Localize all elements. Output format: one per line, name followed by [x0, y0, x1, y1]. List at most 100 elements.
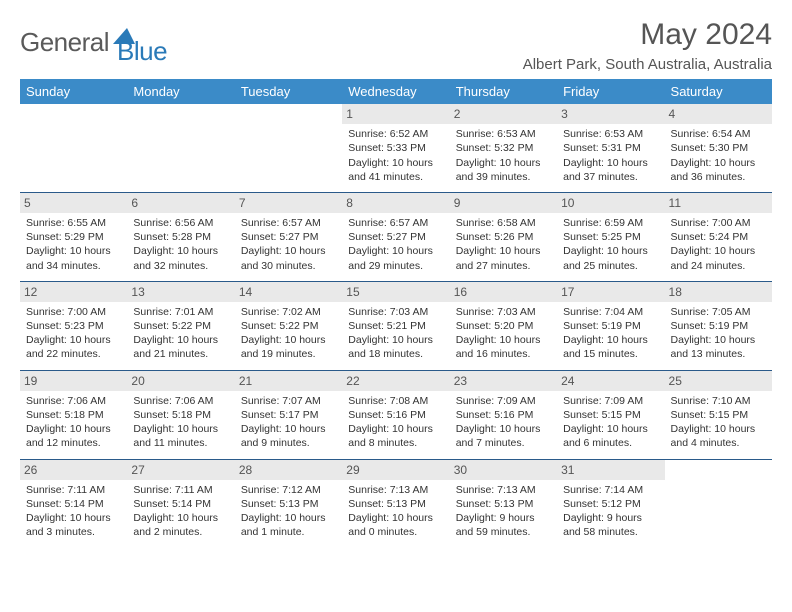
calendar-day-cell: 12Sunrise: 7:00 AMSunset: 5:23 PMDayligh… — [20, 281, 127, 370]
sunrise-text: Sunrise: 6:52 AM — [348, 127, 443, 141]
daylight-text: Daylight: 10 hours — [133, 333, 228, 347]
sunrise-text: Sunrise: 7:00 AM — [26, 305, 121, 319]
daylight-text: and 0 minutes. — [348, 525, 443, 539]
calendar-day-cell: 18Sunrise: 7:05 AMSunset: 5:19 PMDayligh… — [665, 281, 772, 370]
sunrise-text: Sunrise: 7:03 AM — [348, 305, 443, 319]
header: General Blue May 2024 Albert Park, South… — [20, 18, 772, 73]
daylight-text: Daylight: 10 hours — [671, 156, 766, 170]
daylight-text: Daylight: 10 hours — [348, 422, 443, 436]
brand-logo: General Blue — [20, 18, 167, 67]
daylight-text: and 3 minutes. — [26, 525, 121, 539]
sunset-text: Sunset: 5:19 PM — [563, 319, 658, 333]
weekday-header: Monday — [127, 79, 234, 104]
sunset-text: Sunset: 5:28 PM — [133, 230, 228, 244]
daylight-text: and 32 minutes. — [133, 259, 228, 273]
daylight-text: and 22 minutes. — [26, 347, 121, 361]
calendar-day-cell: 31Sunrise: 7:14 AMSunset: 5:12 PMDayligh… — [557, 459, 664, 547]
daylight-text: and 41 minutes. — [348, 170, 443, 184]
daylight-text: Daylight: 10 hours — [26, 333, 121, 347]
calendar-day-cell: 1Sunrise: 6:52 AMSunset: 5:33 PMDaylight… — [342, 104, 449, 192]
daylight-text: Daylight: 10 hours — [26, 422, 121, 436]
sunrise-text: Sunrise: 6:55 AM — [26, 216, 121, 230]
day-number: 14 — [235, 282, 342, 302]
daylight-text: and 39 minutes. — [456, 170, 551, 184]
brand-part1: General — [20, 27, 109, 58]
sunset-text: Sunset: 5:21 PM — [348, 319, 443, 333]
daylight-text: and 7 minutes. — [456, 436, 551, 450]
day-number: 28 — [235, 460, 342, 480]
day-number: 10 — [557, 193, 664, 213]
daylight-text: and 15 minutes. — [563, 347, 658, 361]
day-number: 8 — [342, 193, 449, 213]
day-number: 22 — [342, 371, 449, 391]
day-number: 29 — [342, 460, 449, 480]
daylight-text: Daylight: 9 hours — [563, 511, 658, 525]
sunrise-text: Sunrise: 7:06 AM — [133, 394, 228, 408]
brand-part2: Blue — [117, 36, 167, 67]
day-number: 12 — [20, 282, 127, 302]
daylight-text: Daylight: 10 hours — [456, 422, 551, 436]
calendar-week-row: 5Sunrise: 6:55 AMSunset: 5:29 PMDaylight… — [20, 192, 772, 281]
weekday-header-row: SundayMondayTuesdayWednesdayThursdayFrid… — [20, 79, 772, 104]
daylight-text: and 37 minutes. — [563, 170, 658, 184]
sunrise-text: Sunrise: 7:03 AM — [456, 305, 551, 319]
sunset-text: Sunset: 5:24 PM — [671, 230, 766, 244]
day-number: 15 — [342, 282, 449, 302]
daylight-text: Daylight: 10 hours — [133, 511, 228, 525]
calendar-empty-cell — [235, 104, 342, 192]
daylight-text: Daylight: 10 hours — [133, 244, 228, 258]
sunrise-text: Sunrise: 7:07 AM — [241, 394, 336, 408]
sunrise-text: Sunrise: 6:56 AM — [133, 216, 228, 230]
daylight-text: Daylight: 10 hours — [26, 511, 121, 525]
weekday-header: Thursday — [450, 79, 557, 104]
sunset-text: Sunset: 5:22 PM — [133, 319, 228, 333]
sunset-text: Sunset: 5:25 PM — [563, 230, 658, 244]
daylight-text: and 1 minute. — [241, 525, 336, 539]
daylight-text: and 18 minutes. — [348, 347, 443, 361]
calendar-week-row: 12Sunrise: 7:00 AMSunset: 5:23 PMDayligh… — [20, 281, 772, 370]
calendar-empty-cell — [127, 104, 234, 192]
day-number: 24 — [557, 371, 664, 391]
daylight-text: Daylight: 10 hours — [241, 511, 336, 525]
sunrise-text: Sunrise: 7:00 AM — [671, 216, 766, 230]
calendar-day-cell: 13Sunrise: 7:01 AMSunset: 5:22 PMDayligh… — [127, 281, 234, 370]
calendar-day-cell: 24Sunrise: 7:09 AMSunset: 5:15 PMDayligh… — [557, 370, 664, 459]
weekday-header: Tuesday — [235, 79, 342, 104]
daylight-text: Daylight: 10 hours — [348, 244, 443, 258]
title-block: May 2024 Albert Park, South Australia, A… — [523, 18, 772, 73]
daylight-text: Daylight: 10 hours — [456, 244, 551, 258]
calendar-day-cell: 6Sunrise: 6:56 AMSunset: 5:28 PMDaylight… — [127, 192, 234, 281]
sunrise-text: Sunrise: 6:57 AM — [241, 216, 336, 230]
calendar-day-cell: 25Sunrise: 7:10 AMSunset: 5:15 PMDayligh… — [665, 370, 772, 459]
day-number: 26 — [20, 460, 127, 480]
day-number: 27 — [127, 460, 234, 480]
daylight-text: and 27 minutes. — [456, 259, 551, 273]
sunset-text: Sunset: 5:12 PM — [563, 497, 658, 511]
daylight-text: Daylight: 10 hours — [26, 244, 121, 258]
calendar-day-cell: 30Sunrise: 7:13 AMSunset: 5:13 PMDayligh… — [450, 459, 557, 547]
day-number: 3 — [557, 104, 664, 124]
calendar-day-cell: 22Sunrise: 7:08 AMSunset: 5:16 PMDayligh… — [342, 370, 449, 459]
calendar-empty-cell — [665, 459, 772, 547]
sunrise-text: Sunrise: 7:08 AM — [348, 394, 443, 408]
calendar-day-cell: 3Sunrise: 6:53 AMSunset: 5:31 PMDaylight… — [557, 104, 664, 192]
day-number: 2 — [450, 104, 557, 124]
calendar-day-cell: 29Sunrise: 7:13 AMSunset: 5:13 PMDayligh… — [342, 459, 449, 547]
daylight-text: Daylight: 10 hours — [241, 422, 336, 436]
daylight-text: Daylight: 10 hours — [133, 422, 228, 436]
daylight-text: Daylight: 10 hours — [671, 333, 766, 347]
sunset-text: Sunset: 5:13 PM — [456, 497, 551, 511]
calendar-day-cell: 5Sunrise: 6:55 AMSunset: 5:29 PMDaylight… — [20, 192, 127, 281]
daylight-text: and 29 minutes. — [348, 259, 443, 273]
daylight-text: and 11 minutes. — [133, 436, 228, 450]
weekday-header: Sunday — [20, 79, 127, 104]
calendar-day-cell: 21Sunrise: 7:07 AMSunset: 5:17 PMDayligh… — [235, 370, 342, 459]
sunrise-text: Sunrise: 7:09 AM — [563, 394, 658, 408]
day-number: 16 — [450, 282, 557, 302]
sunset-text: Sunset: 5:14 PM — [133, 497, 228, 511]
day-number: 17 — [557, 282, 664, 302]
sunset-text: Sunset: 5:19 PM — [671, 319, 766, 333]
daylight-text: and 9 minutes. — [241, 436, 336, 450]
location-text: Albert Park, South Australia, Australia — [523, 56, 772, 73]
calendar-day-cell: 27Sunrise: 7:11 AMSunset: 5:14 PMDayligh… — [127, 459, 234, 547]
